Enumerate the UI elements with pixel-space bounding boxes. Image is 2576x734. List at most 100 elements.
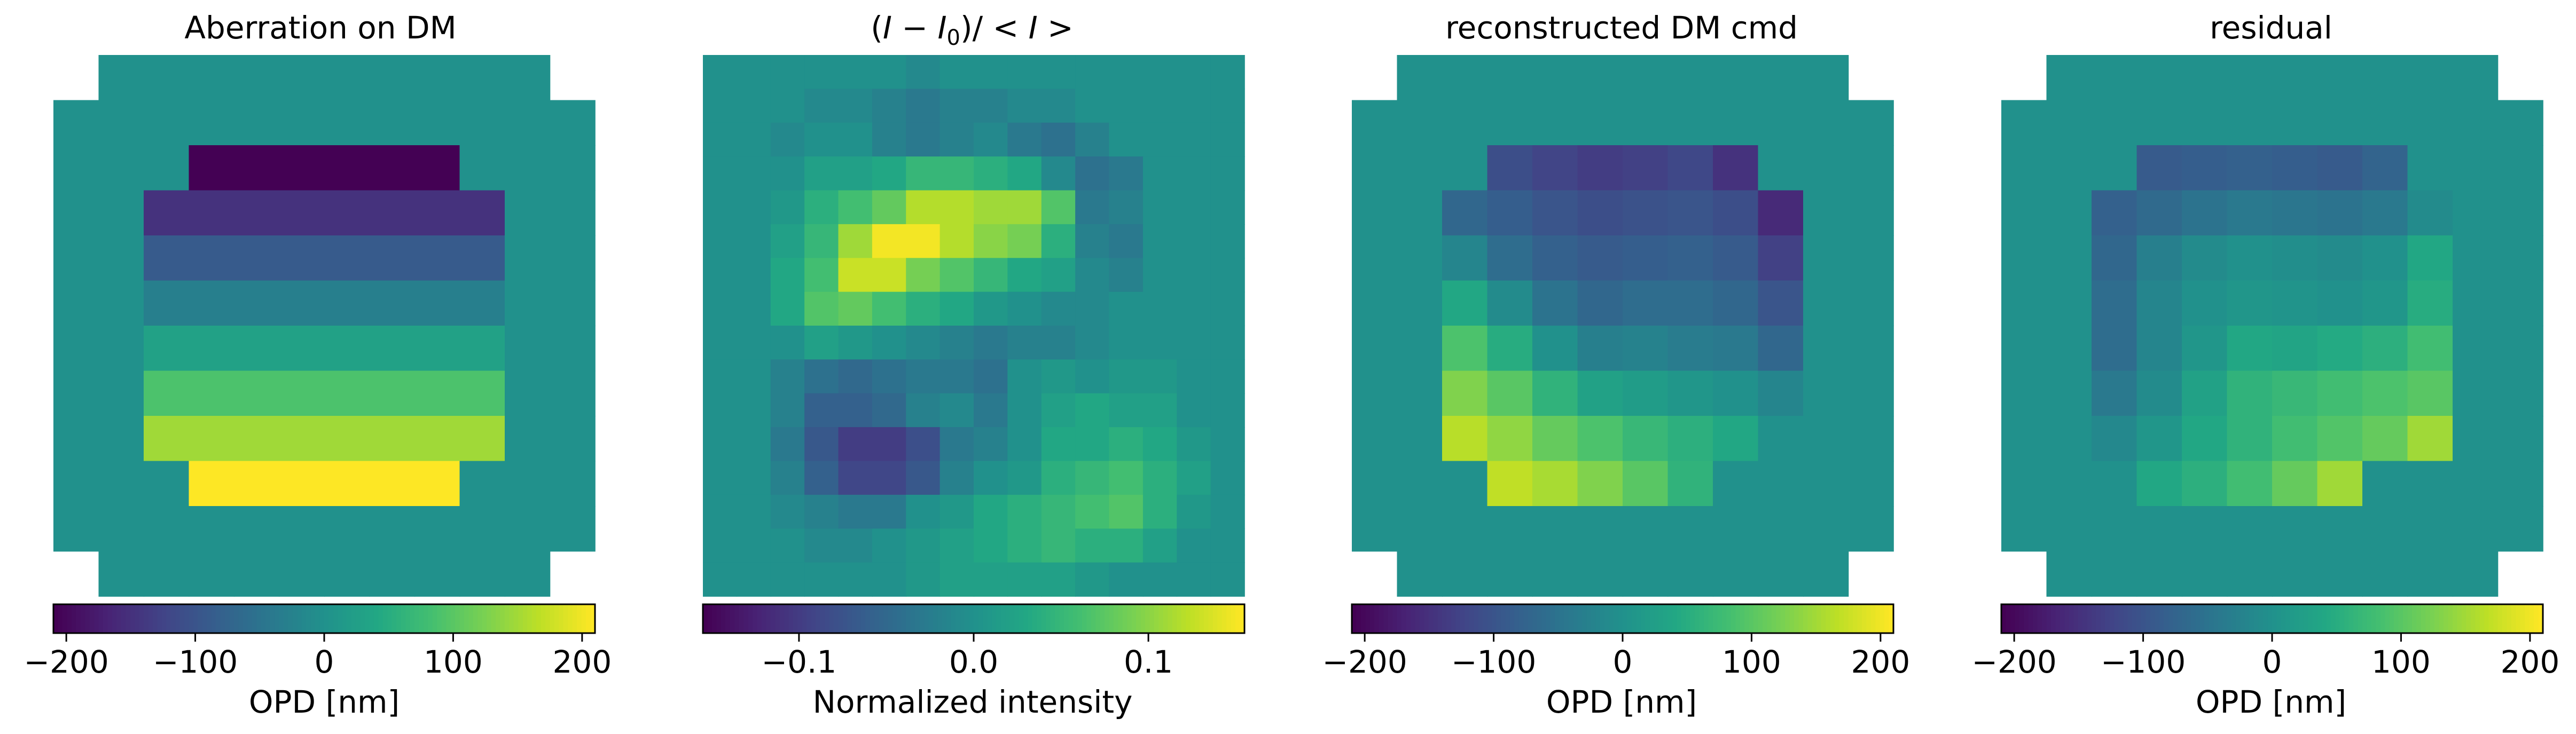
colorbar-segment: [1023, 604, 1029, 633]
colorbar-segment: [428, 604, 433, 633]
colorbar-segment: [937, 604, 943, 633]
colorbar-segment: [351, 604, 356, 633]
colorbar-segment: [2507, 604, 2512, 633]
heatmap-cell: [2001, 100, 2047, 146]
colorbar-tick-label: 0: [2262, 644, 2282, 680]
colorbar-segment: [1537, 604, 1542, 633]
heatmap-cell: [1848, 100, 1894, 146]
heatmap-cell: [1352, 326, 1398, 372]
colorbar-segment: [179, 604, 185, 633]
heatmap-cell: [939, 393, 974, 428]
colorbar-segment: [216, 604, 221, 633]
heatmap-cell: [369, 326, 415, 372]
colorbar-segment: [234, 604, 239, 633]
colorbar-segment: [207, 604, 212, 633]
colorbar-segment: [1172, 604, 1178, 633]
heatmap-cell: [703, 528, 738, 563]
heatmap-cell: [459, 235, 505, 281]
heatmap-cell: [1758, 326, 1804, 372]
colorbar-segment: [1369, 604, 1375, 633]
heatmap-cell: [2497, 370, 2543, 416]
colorbar-segment: [297, 604, 302, 633]
colorbar-segment: [1677, 604, 1682, 633]
colorbar-segment: [2263, 604, 2268, 633]
heatmap-cell: [2362, 190, 2408, 236]
colorbar-segment: [739, 604, 744, 633]
colorbar-tick-label: 100: [2371, 644, 2431, 680]
colorbar-segment: [559, 604, 564, 633]
heatmap-cell: [1442, 280, 1488, 326]
colorbar-segment: [198, 604, 203, 633]
colorbar-segment: [1181, 604, 1186, 633]
heatmap-cell: [505, 416, 551, 462]
colorbar-segment: [1663, 604, 1669, 633]
heatmap-cell: [838, 224, 873, 259]
heatmap-cell: [234, 370, 280, 416]
colorbar-segment: [1446, 604, 1452, 633]
heatmap-cell: [1442, 461, 1488, 507]
heatmap-cell: [324, 235, 370, 281]
colorbar-segment: [468, 604, 474, 633]
heatmap-cell: [1075, 122, 1110, 157]
heatmap-cell: [1487, 370, 1533, 416]
colorbar-segment: [1866, 604, 1872, 633]
heatmap-cell: [906, 359, 941, 394]
heatmap-cell: [189, 416, 234, 462]
colorbar-segment: [1708, 604, 1713, 633]
colorbar-segment: [2064, 604, 2070, 633]
heatmap-cell: [1041, 258, 1076, 293]
heatmap-cell: [1109, 89, 1144, 123]
colorbar-segment: [2457, 604, 2462, 633]
heatmap-cell: [324, 145, 370, 191]
heatmap-cell: [2453, 416, 2499, 462]
heatmap-cell: [1109, 359, 1144, 394]
heatmap-cell: [838, 461, 873, 495]
heatmap-cell: [324, 370, 370, 416]
heatmap-cell: [279, 461, 325, 507]
heatmap-cell: [1007, 291, 1042, 326]
heatmap-cell: [974, 258, 1008, 293]
colorbar-segment: [1870, 604, 1876, 633]
heatmap-cell: [189, 55, 234, 101]
colorbar-segment: [541, 604, 546, 633]
colorbar-segment: [531, 604, 537, 633]
heatmap-cell: [1352, 416, 1398, 462]
colorbar-segment: [856, 604, 862, 633]
colorbar-segment: [1365, 604, 1371, 633]
heatmap-cell: [770, 156, 805, 191]
heatmap-cell: [703, 55, 738, 90]
heatmap-cell: [974, 291, 1008, 326]
colorbar-segment: [1149, 604, 1155, 633]
heatmap-cell: [974, 122, 1008, 157]
colorbar-tick-label: 0: [1613, 644, 1633, 680]
heatmap-cell: [2136, 551, 2182, 597]
heatmap-cell: [279, 370, 325, 416]
colorbar-segment: [161, 604, 167, 633]
heatmap-cell: [550, 370, 596, 416]
colorbar-segment: [978, 604, 983, 633]
heatmap-cell: [234, 55, 280, 101]
colorbar-segment: [2344, 604, 2350, 633]
colorbar-segment: [2222, 604, 2228, 633]
colorbar-segment: [2290, 604, 2296, 633]
colorbar-segment: [2199, 604, 2205, 633]
colorbar-segment: [1091, 604, 1096, 633]
heatmap-cell: [1142, 122, 1178, 157]
heatmap-cell: [279, 100, 325, 146]
colorbar-segment: [1627, 604, 1632, 633]
heatmap-cell: [189, 506, 234, 552]
heatmap-cell: [1577, 235, 1623, 281]
heatmap-cell: [1713, 190, 1759, 236]
heatmap-cell: [1667, 551, 1713, 597]
heatmap-cell: [2453, 145, 2499, 191]
colorbar-segment: [2335, 604, 2340, 633]
heatmap-cell: [2407, 280, 2453, 326]
colorbar-segment: [910, 604, 915, 633]
colorbar-segment: [148, 604, 153, 633]
heatmap-cell: [459, 370, 505, 416]
heatmap-cell: [369, 100, 415, 146]
colorbar-segment: [2348, 604, 2354, 633]
heatmap-cell: [505, 235, 551, 281]
heatmap-cell: [2497, 100, 2543, 146]
colorbar-segment: [1009, 604, 1015, 633]
